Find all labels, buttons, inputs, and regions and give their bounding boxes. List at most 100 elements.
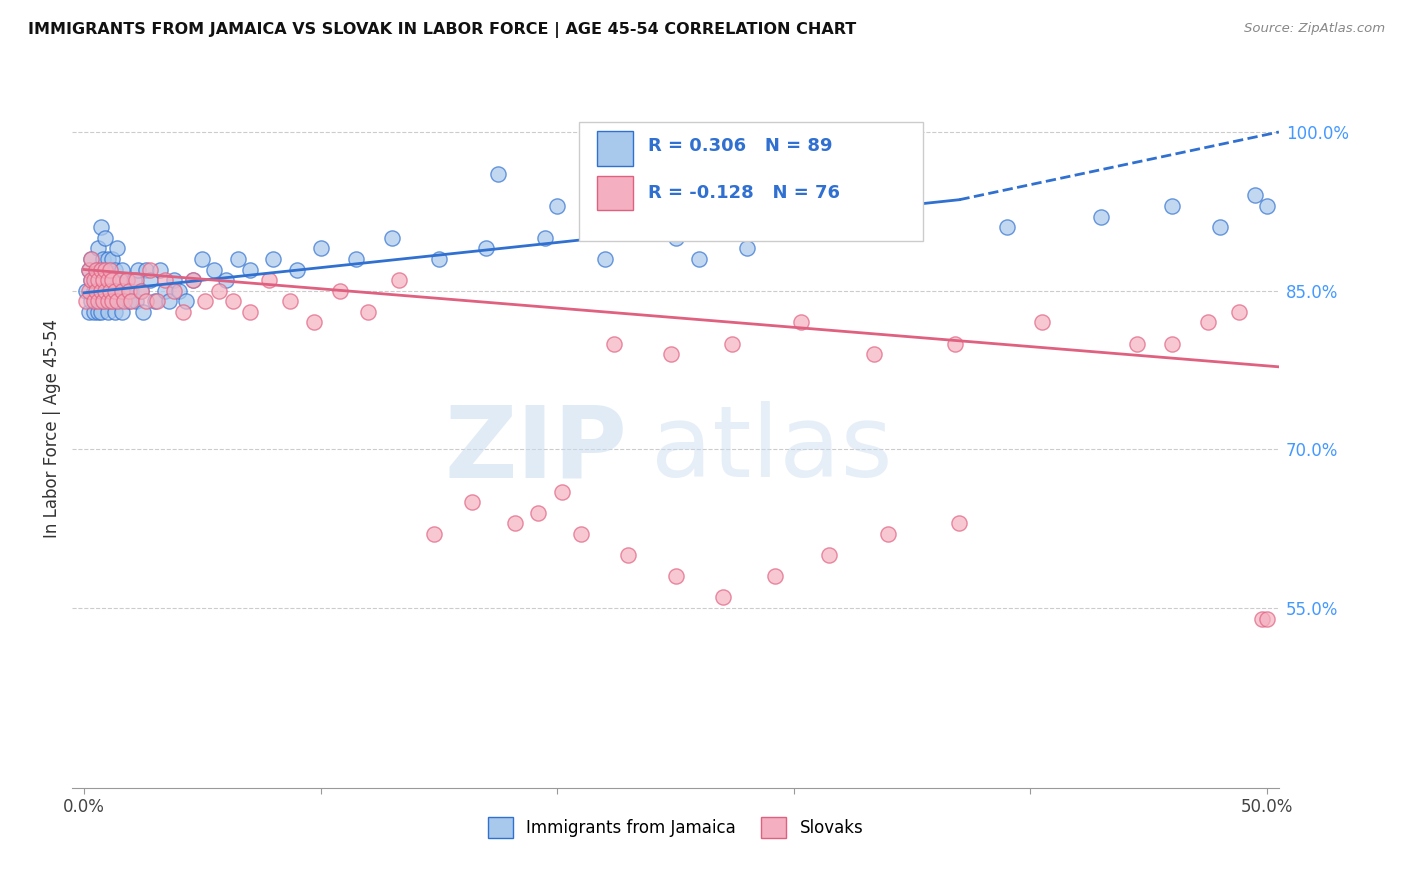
Point bbox=[222, 294, 245, 309]
Point bbox=[664, 569, 686, 583]
Point bbox=[91, 294, 114, 309]
Point bbox=[77, 284, 100, 298]
Point bbox=[115, 273, 138, 287]
Point bbox=[75, 284, 97, 298]
Point bbox=[101, 273, 124, 287]
Point bbox=[344, 252, 367, 266]
Point bbox=[97, 273, 120, 287]
Point bbox=[98, 294, 121, 309]
Point bbox=[593, 252, 616, 266]
Point bbox=[90, 220, 112, 235]
Point bbox=[194, 294, 217, 309]
Point bbox=[108, 273, 131, 287]
Point bbox=[98, 284, 121, 298]
Point bbox=[943, 336, 966, 351]
Point bbox=[94, 284, 117, 298]
Point bbox=[84, 273, 107, 287]
Point bbox=[94, 294, 117, 309]
Point bbox=[87, 262, 110, 277]
Point bbox=[551, 484, 574, 499]
Point bbox=[143, 294, 166, 309]
Point bbox=[763, 569, 786, 583]
Point bbox=[163, 273, 186, 287]
Point bbox=[1161, 336, 1184, 351]
Point bbox=[91, 252, 114, 266]
Point bbox=[112, 294, 135, 309]
Point bbox=[818, 548, 841, 562]
Point bbox=[101, 252, 124, 266]
Point bbox=[111, 284, 134, 298]
Point bbox=[91, 273, 114, 287]
Point bbox=[139, 262, 162, 277]
Point bbox=[202, 262, 225, 277]
Point bbox=[91, 294, 114, 309]
Point bbox=[129, 284, 152, 298]
Point bbox=[97, 294, 120, 309]
Point bbox=[527, 506, 550, 520]
Point bbox=[125, 273, 148, 287]
Point bbox=[423, 527, 446, 541]
Point bbox=[262, 252, 284, 266]
Point bbox=[97, 273, 120, 287]
Point bbox=[87, 284, 110, 298]
Point bbox=[120, 294, 142, 309]
Point bbox=[863, 347, 886, 361]
Point bbox=[257, 273, 280, 287]
Point bbox=[94, 231, 117, 245]
Point bbox=[108, 273, 131, 287]
Point bbox=[735, 241, 758, 255]
Point bbox=[721, 336, 744, 351]
Point bbox=[285, 262, 308, 277]
Point bbox=[84, 284, 107, 298]
Point bbox=[901, 220, 924, 235]
Point bbox=[104, 262, 127, 277]
Point bbox=[132, 305, 155, 319]
Point bbox=[475, 241, 498, 255]
Point bbox=[309, 241, 332, 255]
Legend: Immigrants from Jamaica, Slovaks: Immigrants from Jamaica, Slovaks bbox=[481, 811, 870, 844]
Point bbox=[948, 516, 970, 531]
Point bbox=[711, 591, 734, 605]
Text: atlas: atlas bbox=[651, 401, 893, 499]
Point bbox=[122, 273, 145, 287]
Point bbox=[1251, 611, 1274, 625]
Point bbox=[174, 294, 197, 309]
Point bbox=[83, 294, 105, 309]
Point bbox=[97, 305, 120, 319]
Point bbox=[167, 284, 190, 298]
Point bbox=[534, 231, 557, 245]
Point bbox=[153, 273, 176, 287]
Point bbox=[1256, 611, 1278, 625]
Point bbox=[1209, 220, 1232, 235]
Point bbox=[84, 262, 107, 277]
Point bbox=[120, 284, 142, 298]
Point bbox=[105, 284, 128, 298]
Point bbox=[83, 284, 105, 298]
Point bbox=[659, 347, 682, 361]
Point bbox=[104, 284, 127, 298]
Point bbox=[1161, 199, 1184, 213]
Point bbox=[381, 231, 404, 245]
Text: R = -0.128   N = 76: R = -0.128 N = 76 bbox=[648, 184, 839, 202]
Point bbox=[461, 495, 484, 509]
Point bbox=[83, 305, 105, 319]
Point bbox=[239, 262, 262, 277]
Point bbox=[1227, 305, 1250, 319]
Point bbox=[163, 284, 186, 298]
Point bbox=[87, 305, 110, 319]
Point bbox=[603, 336, 626, 351]
Point bbox=[118, 284, 141, 298]
Point bbox=[75, 294, 97, 309]
Point bbox=[115, 273, 138, 287]
Point bbox=[226, 252, 249, 266]
Point bbox=[125, 294, 148, 309]
Point bbox=[80, 294, 103, 309]
Point bbox=[208, 284, 231, 298]
Point bbox=[98, 262, 121, 277]
Point bbox=[181, 273, 204, 287]
Point bbox=[90, 262, 112, 277]
Point bbox=[80, 273, 103, 287]
Point bbox=[105, 241, 128, 255]
Text: R = 0.306   N = 89: R = 0.306 N = 89 bbox=[648, 137, 832, 155]
Point bbox=[664, 231, 686, 245]
